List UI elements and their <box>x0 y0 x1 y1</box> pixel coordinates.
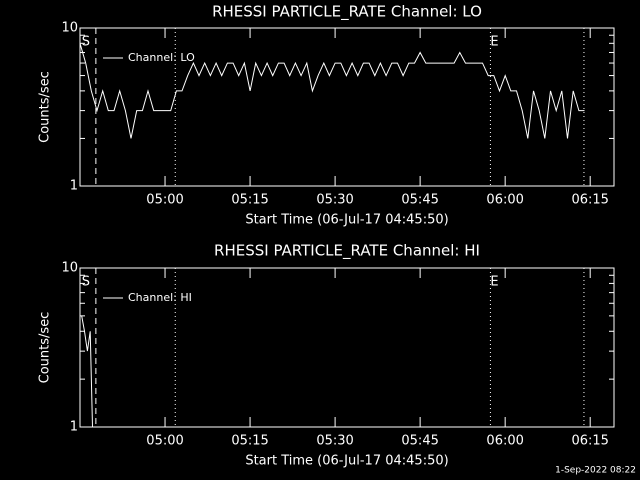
x-tick-label: 06:15 <box>571 434 608 449</box>
annotation: E <box>490 35 498 50</box>
chart-title: RHESSI PARTICLE_RATE Channel: HI <box>214 242 480 261</box>
plot-frame <box>79 27 615 187</box>
legend-label: Channel: HI <box>128 291 192 304</box>
x-tick-label: 05:15 <box>231 193 268 208</box>
x-tick-label: 05:30 <box>316 193 353 208</box>
x-tick-label: 06:15 <box>571 193 608 208</box>
legend-label: Channel: LO <box>128 51 195 64</box>
plot-frame <box>79 267 615 428</box>
annotation: S <box>82 275 90 290</box>
x-tick-label: 05:00 <box>146 193 183 208</box>
y-tick-label: 1 <box>70 420 78 435</box>
y-axis-label: Counts/sec <box>38 71 53 143</box>
x-axis-label: Start Time (06-Jul-17 04:45:50) <box>245 213 448 228</box>
y-tick-label: 1 <box>70 179 78 194</box>
data-line <box>81 315 93 428</box>
data-line <box>79 43 585 139</box>
x-tick-label: 05:45 <box>401 193 438 208</box>
y-axis-label: Counts/sec <box>38 312 53 384</box>
x-axis-label: Start Time (06-Jul-17 04:45:50) <box>245 454 448 469</box>
x-tick-label: 05:45 <box>401 434 438 449</box>
x-tick-label: 05:30 <box>316 434 353 449</box>
chart-title: RHESSI PARTICLE_RATE Channel: LO <box>212 3 482 22</box>
annotation: S <box>82 35 90 50</box>
y-tick-label: 10 <box>61 21 78 36</box>
annotation: E <box>490 275 498 290</box>
x-tick-label: 05:15 <box>231 434 268 449</box>
x-tick-label: 05:00 <box>146 434 183 449</box>
y-tick-label: 10 <box>61 261 78 276</box>
footer: 1-Sep-2022 08:22 <box>555 466 636 476</box>
x-tick-label: 06:00 <box>486 193 523 208</box>
x-tick-label: 06:00 <box>486 434 523 449</box>
